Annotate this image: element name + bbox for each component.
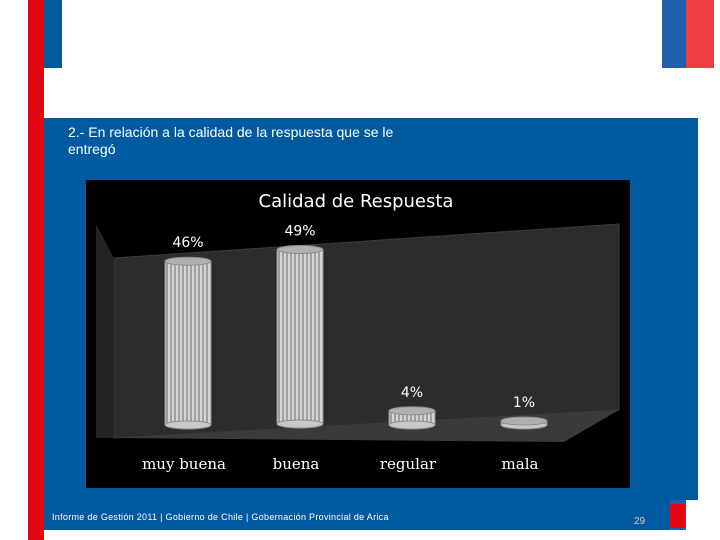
- brand-red-bar: [28, 0, 44, 540]
- footer-text: Informe de Gestión 2011 | Gobierno de Ch…: [52, 512, 389, 522]
- data-label: 46%: [172, 235, 203, 251]
- brand-blue-strip: [44, 0, 62, 68]
- corner-red-mark: [670, 504, 686, 528]
- data-label: 4%: [401, 385, 423, 401]
- bar-cap: [164, 256, 212, 266]
- x-tick-label: buena: [273, 455, 320, 473]
- bar-cap: [388, 406, 436, 416]
- data-label: 49%: [284, 224, 315, 240]
- bar-buena: [276, 245, 324, 429]
- flag-blue-block: [662, 0, 686, 68]
- bar-body: [164, 260, 212, 426]
- bar-muy-buena: [164, 256, 212, 430]
- chart-side-wall: [96, 224, 114, 438]
- bar-base: [388, 420, 436, 430]
- x-tick-label: mala: [502, 455, 539, 473]
- bar-cap: [500, 416, 548, 426]
- question-text: 2.- En relación a la calidad de la respu…: [68, 124, 394, 157]
- bar-base: [164, 420, 212, 430]
- page-number: 29: [634, 516, 646, 527]
- x-tick-label: muy buena: [142, 455, 226, 473]
- x-tick-label: regular: [380, 455, 437, 473]
- chart-container: Calidad de Respuesta 46% muy buena 49% buena…: [86, 180, 630, 488]
- bar-regular: [388, 406, 436, 430]
- corner-white-block: [686, 500, 716, 536]
- bar-base: [276, 419, 324, 429]
- data-label: 1%: [513, 395, 535, 411]
- bar-body: [276, 249, 324, 425]
- chart-floor: [114, 410, 619, 442]
- chart-canvas: Calidad de Respuesta 46% muy buena 49% buena…: [96, 191, 620, 473]
- bar-mala: [500, 416, 548, 430]
- chart-title: Calidad de Respuesta: [259, 191, 454, 212]
- flag-red-block: [686, 0, 714, 68]
- bar-cap: [276, 245, 324, 255]
